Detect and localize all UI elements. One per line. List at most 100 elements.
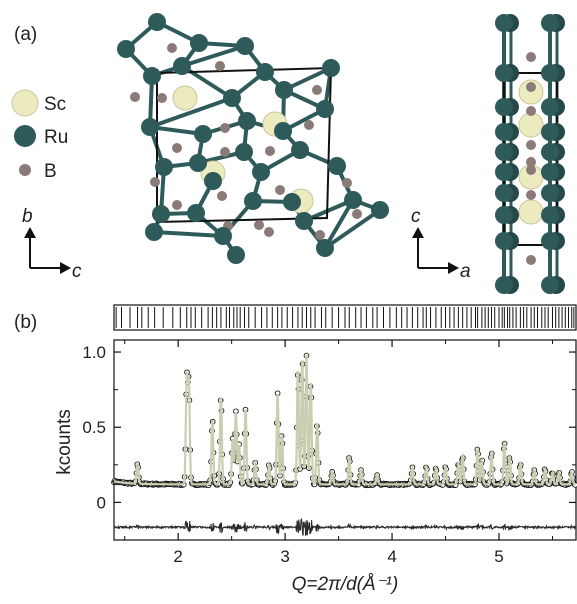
ru-atom	[495, 64, 513, 82]
ru-atom	[274, 122, 292, 140]
legend-sc-label: Sc	[44, 94, 66, 115]
b-atom	[254, 220, 264, 230]
ru-atom	[541, 163, 559, 181]
ru-atom	[189, 154, 207, 172]
sc-atom	[518, 199, 544, 225]
ru-atom	[322, 59, 340, 77]
plot-frame	[113, 339, 577, 541]
panel-label-a: (a)	[14, 24, 37, 45]
ru-atom	[541, 143, 559, 161]
ru-atom	[541, 64, 559, 82]
ru-atom	[152, 205, 170, 223]
ru-atom	[316, 239, 334, 257]
y-axis-title: kcounts	[54, 409, 75, 474]
reflection-tick-frame	[113, 304, 577, 331]
y-tick-label: 0.5	[82, 418, 106, 437]
b-atom	[220, 123, 230, 133]
ru-atom	[541, 98, 559, 116]
x-tick-label: 5	[494, 547, 503, 566]
b-atom	[275, 185, 285, 195]
ru-atom	[227, 246, 245, 264]
b-atom	[264, 227, 274, 237]
diffraction-pattern	[111, 352, 577, 536]
ru-atom	[214, 227, 232, 245]
difference-curve	[113, 518, 577, 536]
axis-label-a: a	[460, 261, 471, 282]
ru-atom	[283, 193, 301, 211]
ru-atom	[495, 14, 513, 32]
ru-atom	[295, 212, 313, 230]
ru-atom	[495, 98, 513, 116]
ru-ru-bond	[149, 96, 233, 129]
b-atom	[167, 43, 177, 53]
ru-atom	[173, 57, 191, 75]
ru-atom	[244, 192, 262, 210]
atom-legend: Sc Ru B	[11, 89, 68, 182]
b-atom	[304, 120, 314, 130]
ru-atom	[495, 143, 513, 161]
ru-atom	[204, 172, 222, 190]
ru-atom	[143, 67, 161, 85]
ru-atom	[344, 191, 362, 209]
b-atom	[157, 93, 167, 103]
b-atom	[172, 200, 182, 210]
legend-b-label: B	[44, 161, 57, 182]
ru-atom	[252, 163, 270, 181]
b-atom	[220, 147, 230, 157]
ru-atom	[141, 118, 159, 136]
b-atom	[342, 178, 352, 188]
ru-atom	[235, 143, 253, 161]
ru-atom	[148, 13, 166, 31]
fit-curve	[113, 354, 576, 486]
plot-axes: 2 3 4 5 0 0.5 1.0	[82, 340, 576, 566]
ru-atom	[117, 40, 135, 58]
ru-atom	[495, 163, 513, 181]
ru-atom	[236, 37, 254, 55]
b-atom	[526, 82, 536, 92]
ru-ru-bond	[323, 208, 382, 250]
ru-atom	[495, 123, 513, 141]
legend-ru-label: Ru	[44, 127, 68, 148]
ru-atom	[541, 184, 559, 202]
ru-atom	[275, 81, 293, 99]
axis-triad-ca: c a	[411, 206, 471, 282]
ru-ru-bond	[181, 44, 246, 68]
ru-atom	[541, 206, 559, 224]
ru-atom	[371, 201, 389, 219]
legend-ru-marker	[14, 125, 36, 147]
ru-ru-bond	[323, 198, 355, 250]
ru-atom	[190, 34, 208, 52]
legend-b-marker	[19, 164, 31, 176]
axis-label-c2: c	[411, 206, 421, 227]
ru-atom	[495, 184, 513, 202]
b-atom	[352, 209, 362, 219]
b-atom	[526, 255, 536, 265]
crystal-structure-ca-view	[495, 14, 565, 294]
b-atom	[265, 146, 275, 156]
reflection-ticks	[115, 307, 575, 328]
ru-atom	[328, 157, 346, 175]
axis-label-c: c	[72, 261, 82, 282]
ru-atom	[316, 100, 334, 118]
ru-atom	[187, 204, 205, 222]
ru-atom	[541, 276, 559, 294]
b-atom	[526, 106, 536, 116]
b-atom	[315, 230, 325, 240]
ru-atom	[541, 123, 559, 141]
sc-atom	[172, 85, 198, 111]
x-tick-label: 3	[280, 547, 289, 566]
y-tick-label: 0	[97, 493, 106, 512]
ru-atom	[145, 223, 163, 241]
ru-atom	[495, 206, 513, 224]
b-atom	[215, 61, 225, 71]
ru-ru-bond	[153, 230, 224, 238]
sc-atom	[518, 112, 544, 138]
b-atom	[526, 157, 536, 167]
ru-atom	[256, 63, 274, 81]
ru-atom	[495, 276, 513, 294]
ru-atom	[495, 232, 513, 250]
b-atom	[172, 143, 182, 153]
y-tick-label: 1.0	[82, 343, 106, 362]
ru-atom	[223, 89, 241, 107]
